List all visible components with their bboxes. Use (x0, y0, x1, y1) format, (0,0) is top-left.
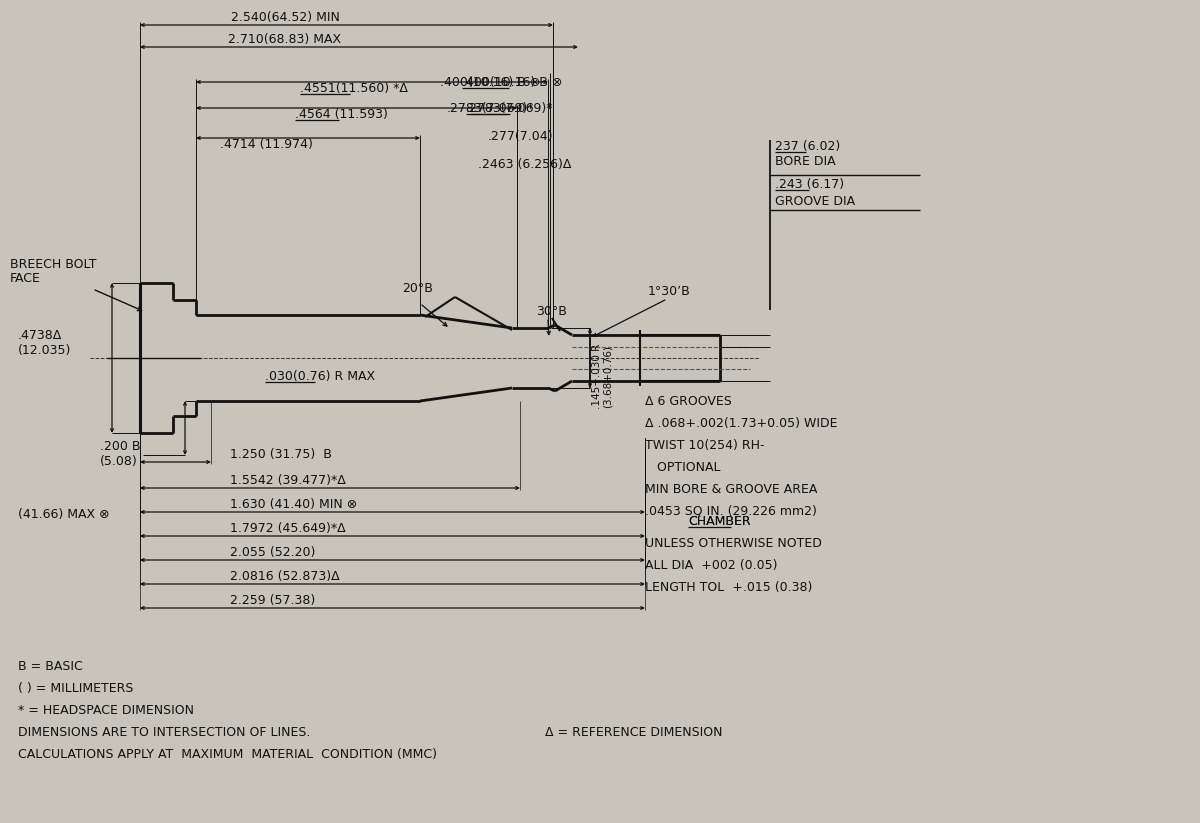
Text: .4714 (11.974): .4714 (11.974) (220, 138, 313, 151)
Text: .400(10.16) B ⊗: .400(10.16) B ⊗ (462, 76, 563, 89)
Text: B = BASIC: B = BASIC (18, 660, 83, 673)
Text: .2783(7.069)*: .2783(7.069)* (446, 102, 534, 115)
Text: CHAMBER: CHAMBER (689, 515, 751, 528)
Text: ALL DIA  +002 (0.05): ALL DIA +002 (0.05) (646, 559, 778, 572)
Text: 2.0816 (52.873)Δ: 2.0816 (52.873)Δ (230, 570, 340, 583)
Text: CHAMBER: CHAMBER (688, 515, 751, 528)
Text: 2.540(64.52) MIN: 2.540(64.52) MIN (230, 11, 340, 24)
Text: .4564 (11.593): .4564 (11.593) (295, 108, 388, 121)
Text: DIMENSIONS ARE TO INTERSECTION OF LINES.: DIMENSIONS ARE TO INTERSECTION OF LINES. (18, 726, 311, 739)
Text: .2463 (6.256)Δ: .2463 (6.256)Δ (478, 158, 571, 171)
Text: 1°30’B: 1°30’B (648, 285, 691, 298)
Text: 1.630 (41.40) MIN ⊗: 1.630 (41.40) MIN ⊗ (230, 498, 358, 511)
Text: LENGTH TOL  +.015 (0.38): LENGTH TOL +.015 (0.38) (646, 581, 812, 594)
Text: UNLESS OTHERWISE NOTED: UNLESS OTHERWISE NOTED (646, 537, 822, 550)
Text: (41.66) MAX ⊗: (41.66) MAX ⊗ (18, 508, 109, 521)
Text: .277(7.04): .277(7.04) (488, 130, 553, 143)
Text: .145+.030 R: .145+.030 R (592, 343, 602, 409)
Text: BREECH BOLT: BREECH BOLT (10, 258, 96, 271)
Text: 2.710(68.83) MAX: 2.710(68.83) MAX (228, 33, 342, 46)
Text: .4551(11.560) *Δ: .4551(11.560) *Δ (300, 82, 408, 95)
Text: 2.259 (57.38): 2.259 (57.38) (230, 594, 316, 607)
Text: 20°B: 20°B (402, 282, 433, 295)
Text: Δ = REFERENCE DIMENSION: Δ = REFERENCE DIMENSION (545, 726, 722, 739)
Text: ( ) = MILLIMETERS: ( ) = MILLIMETERS (18, 682, 133, 695)
Text: (3.68+0.76): (3.68+0.76) (604, 345, 613, 407)
Text: CALCULATIONS APPLY AT  MAXIMUM  MATERIAL  CONDITION (MMC): CALCULATIONS APPLY AT MAXIMUM MATERIAL C… (18, 748, 437, 761)
Text: 1.250 (31.75)  B: 1.250 (31.75) B (230, 448, 332, 461)
Text: .0453 SQ IN. (29.226 mm2): .0453 SQ IN. (29.226 mm2) (646, 505, 817, 518)
Text: .400(10.16) B ⊗: .400(10.16) B ⊗ (440, 76, 540, 89)
Text: (5.08): (5.08) (100, 455, 138, 468)
Text: TWIST 10(254) RH-: TWIST 10(254) RH- (646, 439, 764, 452)
Text: Δ 6 GROOVES: Δ 6 GROOVES (646, 395, 732, 408)
Text: 30°B: 30°B (536, 305, 566, 318)
Text: 1.5542 (39.477)*Δ: 1.5542 (39.477)*Δ (230, 474, 346, 487)
Text: GROOVE DIA: GROOVE DIA (775, 195, 856, 208)
Text: OPTIONAL: OPTIONAL (646, 461, 720, 474)
Text: .243 (6.17): .243 (6.17) (775, 178, 844, 191)
Text: .4738Δ
(12.035): .4738Δ (12.035) (18, 329, 71, 357)
Text: .2783(7.069)*: .2783(7.069)* (466, 102, 553, 115)
Text: * = HEADSPACE DIMENSION: * = HEADSPACE DIMENSION (18, 704, 194, 717)
Text: 1.7972 (45.649)*Δ: 1.7972 (45.649)*Δ (230, 522, 346, 535)
Text: 2.055 (52.20): 2.055 (52.20) (230, 546, 316, 559)
Text: .200 B: .200 B (100, 440, 140, 453)
Text: MIN BORE & GROOVE AREA: MIN BORE & GROOVE AREA (646, 483, 817, 496)
Text: BORE DIA: BORE DIA (775, 155, 835, 168)
Text: Δ .068+.002(1.73+0.05) WIDE: Δ .068+.002(1.73+0.05) WIDE (646, 417, 838, 430)
Text: FACE: FACE (10, 272, 41, 285)
Text: .030(0.76) R MAX: .030(0.76) R MAX (265, 370, 376, 383)
Text: 237 (6.02): 237 (6.02) (775, 140, 840, 153)
